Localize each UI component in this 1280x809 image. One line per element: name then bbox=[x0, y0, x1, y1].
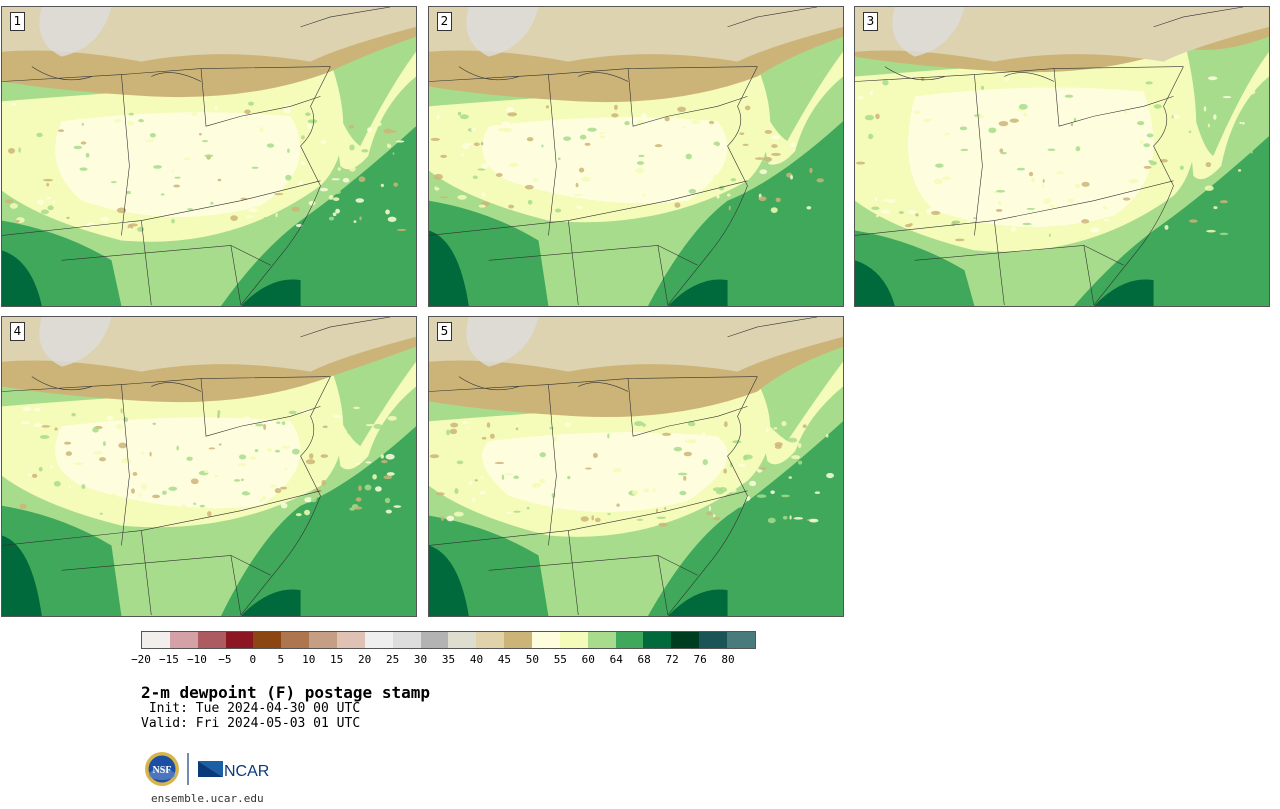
colorbar-tick-label: −15 bbox=[159, 653, 179, 666]
colorbar-swatch bbox=[504, 632, 533, 648]
colorbar-swatch bbox=[671, 632, 700, 648]
colorbar-tick-label: 72 bbox=[665, 653, 679, 666]
ncar-logo-text: NCAR bbox=[224, 763, 269, 780]
colorbar-tick-label: 76 bbox=[693, 653, 707, 666]
colorbar-tick-label: 45 bbox=[497, 653, 512, 666]
colorbar-tick-label: 64 bbox=[609, 653, 623, 666]
colorbar-swatch bbox=[532, 632, 560, 648]
colorbar-swatch bbox=[197, 632, 226, 648]
dewpoint-map bbox=[855, 7, 1269, 306]
map-panel-2: 2 bbox=[428, 6, 844, 307]
colorbar-tick-label: −20 bbox=[131, 653, 151, 666]
colorbar-tick-label: 30 bbox=[413, 653, 428, 666]
colorbar-swatch bbox=[169, 632, 198, 648]
colorbar-tick-label: 50 bbox=[525, 653, 539, 666]
valid-time: Valid: Fri 2024-05-03 01 UTC bbox=[141, 716, 361, 731]
colorbar bbox=[141, 631, 756, 649]
colorbar-swatch bbox=[281, 632, 310, 648]
colorbar-swatch bbox=[727, 632, 755, 648]
colorbar-swatch bbox=[392, 632, 421, 648]
colorbar-swatch bbox=[309, 632, 338, 648]
nsf-logo-text: NSF bbox=[153, 765, 172, 776]
map-panel-4: 4 bbox=[1, 316, 417, 617]
colorbar-tick-label: 55 bbox=[553, 653, 567, 666]
colorbar-swatch bbox=[615, 632, 644, 648]
map-panel-5: 5 bbox=[428, 316, 844, 617]
colorbar-tick-label: −10 bbox=[186, 653, 207, 666]
site-url: ensemble.ucar.edu bbox=[151, 792, 264, 805]
panel-number: 5 bbox=[437, 322, 452, 341]
panel-number: 3 bbox=[863, 12, 878, 31]
colorbar-tick-label: 25 bbox=[385, 653, 400, 666]
dewpoint-map bbox=[429, 7, 843, 306]
colorbar-swatch bbox=[420, 632, 449, 648]
panel-number: 4 bbox=[10, 322, 25, 341]
map-panel-1: 1 bbox=[1, 6, 417, 307]
colorbar-tick-label: −5 bbox=[218, 653, 232, 666]
chart-title: 2-m dewpoint (F) postage stamp bbox=[141, 683, 430, 702]
colorbar-swatch bbox=[559, 632, 588, 648]
colorbar-swatch bbox=[476, 632, 505, 648]
map-panel-3: 3 bbox=[854, 6, 1270, 307]
colorbar-swatch bbox=[448, 632, 477, 648]
nsf-logo: NSF bbox=[145, 752, 179, 786]
colorbar-swatch bbox=[643, 632, 672, 648]
colorbar-tick-label: 68 bbox=[637, 653, 651, 666]
colorbar-tick-label: 15 bbox=[330, 653, 344, 666]
panel-number: 2 bbox=[437, 12, 452, 31]
colorbar-tick-label: 5 bbox=[277, 653, 285, 666]
colorbar-tick-label: 0 bbox=[249, 653, 257, 666]
colorbar-swatch bbox=[699, 632, 728, 648]
colorbar-tick-label: 20 bbox=[358, 653, 372, 666]
colorbar-tick-label: 60 bbox=[581, 653, 595, 666]
colorbar-ticks: −20 −15 −10 −5 0 5 10 15 20 25 30 35 40 45 50 55 60 64 68 7… bbox=[131, 653, 756, 667]
dewpoint-map bbox=[429, 317, 843, 616]
colorbar-swatch bbox=[587, 632, 616, 648]
dewpoint-map bbox=[2, 317, 416, 616]
colorbar-tick-label: 35 bbox=[441, 653, 456, 666]
logos: NSF NCAR bbox=[145, 752, 269, 786]
colorbar-swatch bbox=[253, 632, 282, 648]
init-time: Init: Tue 2024-04-30 00 UTC bbox=[141, 701, 361, 716]
panel-number: 1 bbox=[10, 12, 25, 31]
ncar-logo: NCAR bbox=[198, 761, 269, 780]
colorbar-tick-label: 80 bbox=[721, 653, 735, 666]
dewpoint-map bbox=[2, 7, 416, 306]
colorbar-tick-label: 10 bbox=[302, 653, 316, 666]
colorbar-tick-label: 40 bbox=[469, 653, 484, 666]
colorbar-swatch bbox=[225, 632, 254, 648]
colorbar-swatch bbox=[142, 632, 170, 648]
colorbar-swatch bbox=[364, 632, 393, 648]
colorbar-swatch bbox=[337, 632, 365, 648]
